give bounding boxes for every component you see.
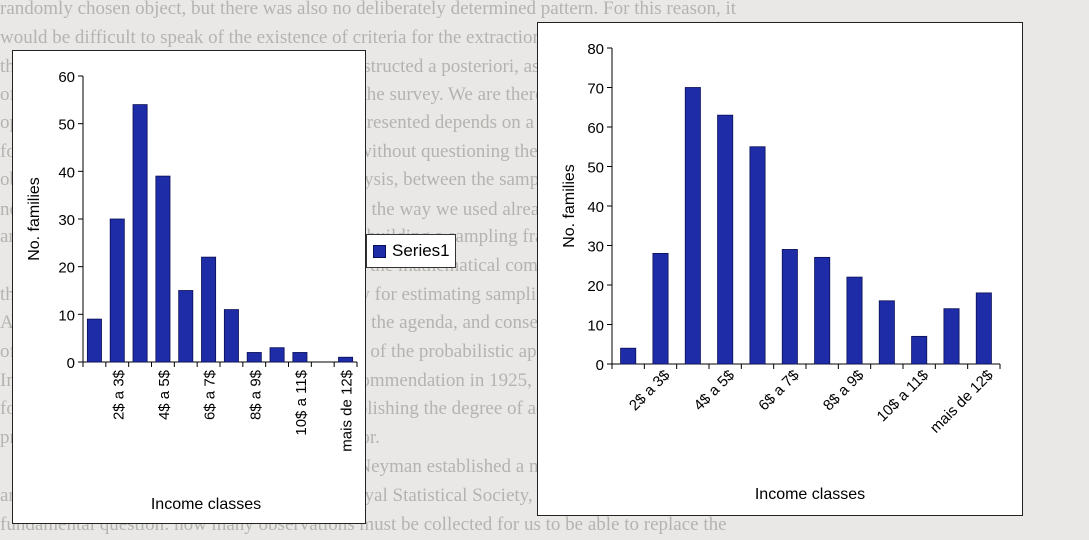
bar-10-a-11- [292,352,308,363]
x-tick-label: 2$ a 3$ [626,366,674,414]
bar-mais-de-12- [338,356,354,363]
y-tick-label: 70 [587,81,604,98]
x-tick-label: 10$ a 11$ [293,369,310,435]
y-tick-label: 80 [587,41,604,58]
x-tick-label: 4$ a 5$ [691,366,739,414]
bar-7-a-8- [223,309,239,363]
legend: Series1 [366,234,456,268]
bar-3-a-4- [132,104,148,363]
x-tick-label: 4$ a 5$ [156,369,173,420]
y-tick-label: 40 [58,164,75,181]
bar-9-a-10- [878,300,895,365]
y-tick-label: 0 [67,355,75,372]
x-tick-label: mais de 12$ [339,369,356,451]
y-tick-label: 60 [58,69,75,86]
bar-6-a-7- [781,249,798,365]
bar-8-a-9- [846,276,863,365]
bar-4-a-5- [717,114,734,365]
bar-1-a-2- [86,318,102,363]
legend-swatch [373,244,386,258]
y-tick-label: 50 [58,117,75,134]
x-axis-title: Income classes [151,496,261,513]
bar-8-a-9- [246,352,262,363]
x-axis-title: Income classes [755,486,865,503]
y-tick-label: 50 [587,160,604,177]
y-tick-label: 10 [58,307,75,324]
y-axis-title: No. families [26,177,43,261]
chart-right-svg: 0 10 20 30 40 50 60 70 80 2$ a 3$ 4$ a 5$ 6$ a 7$ 8$… [561,41,1001,503]
bar-5-a-6- [749,146,766,365]
bar-mais-de-12- [975,292,992,365]
chart-panel-left: 0 10 20 30 40 50 60 2$ a 3$ 4$ a 5$ 6$ a 7$ 8$ a 9… [12,50,366,524]
bar-9-a-10- [269,347,285,363]
bar-6-a-7- [201,256,217,363]
y-tick-label: 10 [587,318,604,335]
bar-1-a-2- [620,347,637,365]
y-tick-label: 20 [587,278,604,295]
bar-4-a-5- [155,175,171,363]
y-tick-label: 20 [58,260,75,277]
bar-10-a-11- [911,335,928,365]
y-tick-label: 40 [587,199,604,216]
x-tick-label: 2$ a 3$ [110,369,127,420]
x-tick-label: 6$ a 7$ [755,366,803,414]
y-tick-label: 30 [587,239,604,256]
legend-label: Series1 [392,241,450,260]
bar-5-a-6- [178,290,194,363]
x-tick-label: 8$ a 9$ [820,366,868,414]
y-tick-label: 30 [58,212,75,229]
bar-2-a-3- [109,218,125,363]
chart-left-svg: 0 10 20 30 40 50 60 2$ a 3$ 4$ a 5$ 6$ a 7$ 8$ a 9… [26,69,358,513]
bar-3-a-4- [684,87,701,365]
bar-2-a-3- [652,252,669,365]
bar-7-a-8- [814,256,831,365]
y-tick-label: 60 [587,120,604,137]
x-tick-label: 6$ a 7$ [202,369,219,420]
chart-panel-right: 0 10 20 30 40 50 60 70 80 2$ a 3$ 4$ a 5$ 6$ a 7$ 8$… [537,22,1023,516]
x-tick-label: 8$ a 9$ [247,369,264,420]
bar-11-a-12- [943,308,960,365]
x-tick-label: mais de 12$ [927,366,997,436]
y-tick-label: 0 [596,357,604,374]
x-tick-label: 10$ a 11$ [874,366,933,425]
y-axis-title: No. families [561,164,578,248]
background-text-line: randomly chosen object, but there was al… [0,0,737,19]
